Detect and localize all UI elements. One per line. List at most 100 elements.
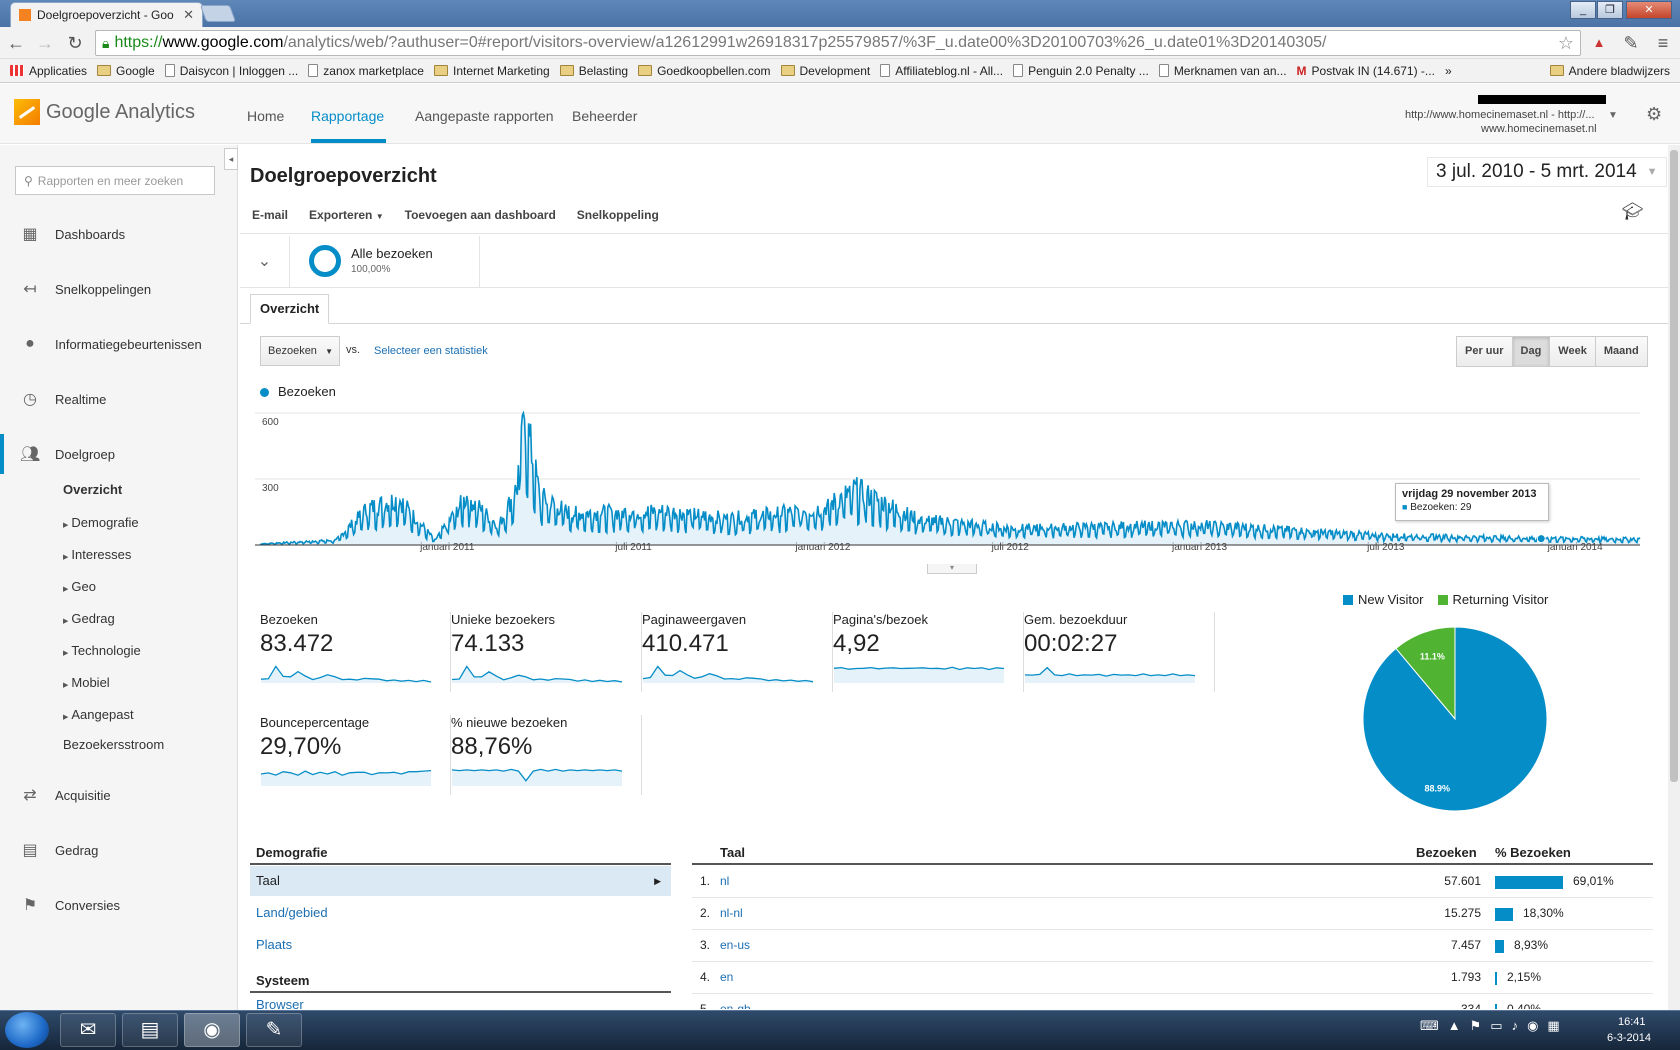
search-input[interactable]: ⚲ Rapporten en meer zoeken <box>15 166 215 195</box>
new-tab-button[interactable] <box>199 5 237 22</box>
nav-beheerder[interactable]: Beheerder <box>572 108 638 124</box>
sidebar-item-realtime[interactable]: ◷ Realtime <box>0 379 238 419</box>
metric-tile[interactable]: Unieke bezoekers 74.133 <box>451 612 642 692</box>
system-tray-icons[interactable]: ⌨▲⚑▭♪◉▦ <box>1420 1018 1569 1033</box>
forward-arrow-icon[interactable]: → <box>36 33 54 53</box>
bookmark-item[interactable]: zanox marketplace <box>308 64 424 78</box>
graduation-cap-icon[interactable]: 🎓︎ <box>1622 202 1644 221</box>
legend-new-visitor[interactable]: New Visitor <box>1358 592 1424 607</box>
sidebar-item-acquisitie[interactable]: ⇄ Acquisitie <box>0 775 238 815</box>
nav-aangepaste-rapporten[interactable]: Aangepaste rapporten <box>415 108 554 124</box>
visitor-type-pie-chart[interactable]: 11.1% 88.9% <box>1360 624 1550 814</box>
menu-icon[interactable]: ≡ <box>1657 33 1669 53</box>
language-link[interactable]: nl-nl <box>720 906 743 920</box>
select-statistic-link[interactable]: Selecteer een statistiek <box>374 345 488 357</box>
sidebar-item-doelgroep[interactable]: 👥︎ Doelgroep <box>0 434 238 474</box>
chevron-down-icon[interactable]: ▼ <box>1608 110 1618 121</box>
granularity-hour-button[interactable]: Per uur <box>1457 337 1512 366</box>
taskbar-chrome-icon[interactable]: ◉ <box>184 1013 240 1047</box>
legend-returning-visitor[interactable]: Returning Visitor <box>1452 592 1549 607</box>
bookmark-item[interactable]: Merknamen van an... <box>1158 64 1287 78</box>
demografie-plaats-link[interactable]: Plaats <box>256 937 293 952</box>
granularity-month-button[interactable]: Maand <box>1594 337 1647 366</box>
taskbar-paint-icon[interactable]: ✎ <box>246 1013 302 1047</box>
gear-icon[interactable]: ⚙ <box>1646 104 1663 124</box>
metric-tile[interactable]: Bouncepercentage 29,70% <box>260 715 451 795</box>
sidebar-sub-technologie[interactable]: ▶ Technologie <box>63 643 141 658</box>
segment-toggle-chevron-icon[interactable]: ⌄ <box>240 236 290 288</box>
sidebar-sub-geo[interactable]: ▶ Geo <box>63 579 96 594</box>
language-link[interactable]: en-gb <box>720 1002 751 1009</box>
back-arrow-icon[interactable]: ← <box>7 33 25 53</box>
metric-tile[interactable]: Bezoeken 83.472 <box>260 612 451 692</box>
sidebar-item-dashboards[interactable]: ▦ Dashboards <box>0 214 238 254</box>
maximize-window-button[interactable]: ❐ <box>1597 1 1623 19</box>
systeem-browser-link[interactable]: Browser <box>256 997 304 1010</box>
sidebar-item-informatiegebeurtenissen[interactable]: ● Informatiegebeurtenissen <box>0 324 238 364</box>
language-link[interactable]: en-us <box>720 938 751 952</box>
demografie-land-link[interactable]: Land/gebied <box>256 905 328 920</box>
sidebar-sub-demografie[interactable]: ▶ Demografie <box>63 515 139 530</box>
granularity-day-button[interactable]: Dag <box>1511 337 1550 366</box>
visits-line-chart[interactable]: 600 300 januari 2011 juli 2011 januari 2012 j… <box>255 400 1648 565</box>
sidebar-sub-interesses[interactable]: ▶ Interesses <box>63 547 131 562</box>
scrollbar-thumb[interactable] <box>1670 150 1678 782</box>
bookmark-item[interactable]: M Postvak IN (14.671) -... <box>1297 64 1435 78</box>
sidebar-item-conversies[interactable]: ⚑ Conversies <box>0 885 238 925</box>
close-tab-icon[interactable]: ✕ <box>183 7 194 22</box>
language-link[interactable]: nl <box>720 874 730 888</box>
browser-tab-active[interactable]: Doelgroepoverzicht - Goo ✕ <box>10 2 203 27</box>
email-button[interactable]: E-mail <box>252 207 289 222</box>
eyedropper-icon[interactable]: ✎ <box>1623 33 1639 53</box>
segment-name[interactable]: Alle bezoeken <box>351 246 433 261</box>
start-button[interactable] <box>5 1012 49 1048</box>
nav-home[interactable]: Home <box>247 108 285 124</box>
sidebar-sub-aangepast[interactable]: ▶ Aangepast <box>63 707 134 722</box>
metric-tile[interactable]: Paginaweergaven 410.471 <box>642 612 833 692</box>
account-view[interactable]: www.homecinemaset.nl <box>1481 123 1597 135</box>
sidebar-item-gedrag[interactable]: ▤ Gedrag <box>0 830 238 870</box>
metric-select[interactable]: Bezoeken ▼ <box>260 336 340 366</box>
sidebar-item-snelkoppelingen[interactable]: ↤ Snelkoppelingen <box>0 269 238 309</box>
bookmark-item[interactable]: Andere bladwijzers <box>1549 64 1670 78</box>
bookmark-item[interactable]: Daisycon | Inloggen ... <box>164 64 298 78</box>
account-property[interactable]: http://www.homecinemaset.nl - http://... <box>1405 109 1595 121</box>
sidebar-sub-bezoekersstroom[interactable]: Bezoekersstroom <box>63 737 165 752</box>
tab-overzicht[interactable]: Overzicht <box>250 294 330 324</box>
column-pct-bezoeken[interactable]: % Bezoeken <box>1495 845 1571 860</box>
bookmark-item[interactable]: Applicaties <box>10 64 87 78</box>
close-window-button[interactable]: ✕ <box>1626 1 1672 19</box>
metric-tile[interactable]: Pagina's/bezoek 4,92 <box>833 612 1024 692</box>
bookmark-item[interactable]: Google <box>97 64 155 78</box>
bookmark-item[interactable]: Internet Marketing <box>433 64 550 78</box>
language-link[interactable]: en <box>720 970 734 984</box>
clock-date[interactable]: 6-3-2014 <box>1607 1032 1652 1044</box>
taskbar-outlook-icon[interactable]: ✉ <box>60 1013 116 1047</box>
sidebar-sub-overzicht[interactable]: Overzicht <box>63 482 123 497</box>
bookmark-item[interactable]: Goedkoopbellen.com <box>638 64 771 78</box>
extension-badge-icon[interactable]: ▲ <box>1592 35 1606 50</box>
metric-tile[interactable]: % nieuwe bezoeken 88,76% <box>451 715 642 795</box>
minimize-window-button[interactable]: _ <box>1570 1 1596 19</box>
clock-time[interactable]: 16:41 <box>1618 1016 1646 1028</box>
pie-slice-new-visitor[interactable] <box>1362 626 1548 812</box>
hover-point[interactable] <box>1536 534 1546 544</box>
bookmark-star-icon[interactable]: ☆ <box>1557 32 1574 53</box>
bookmark-item[interactable]: » <box>1445 64 1452 78</box>
column-bezoeken[interactable]: Bezoeken <box>1416 845 1477 860</box>
pie-slice-returning-visitor[interactable] <box>1395 626 1456 721</box>
metric-tile[interactable]: Gem. bezoekduur 00:02:27 <box>1024 612 1215 692</box>
collapse-sidebar-button[interactable]: ◂ <box>224 148 238 170</box>
reload-icon[interactable]: ↻ <box>67 33 83 53</box>
bookmark-item[interactable]: Development <box>780 64 870 78</box>
bookmark-item[interactable]: Belasting <box>559 64 628 78</box>
nav-rapportage[interactable]: Rapportage <box>311 108 385 124</box>
bookmark-item[interactable]: Affiliateblog.nl - All... <box>880 64 1003 78</box>
address-bar[interactable]: 🔒︎ https://www.google.com/analytics/web/… <box>95 30 1581 56</box>
granularity-week-button[interactable]: Week <box>1549 337 1595 366</box>
sidebar-sub-gedrag[interactable]: ▶ Gedrag <box>63 611 115 626</box>
shortcut-button[interactable]: Snelkoppeling <box>576 207 659 222</box>
chart-resize-handle[interactable]: ▾ <box>927 564 977 574</box>
demografie-taal-link[interactable]: Taal ▶ <box>250 866 671 896</box>
sidebar-sub-mobiel[interactable]: ▶ Mobiel <box>63 675 110 690</box>
